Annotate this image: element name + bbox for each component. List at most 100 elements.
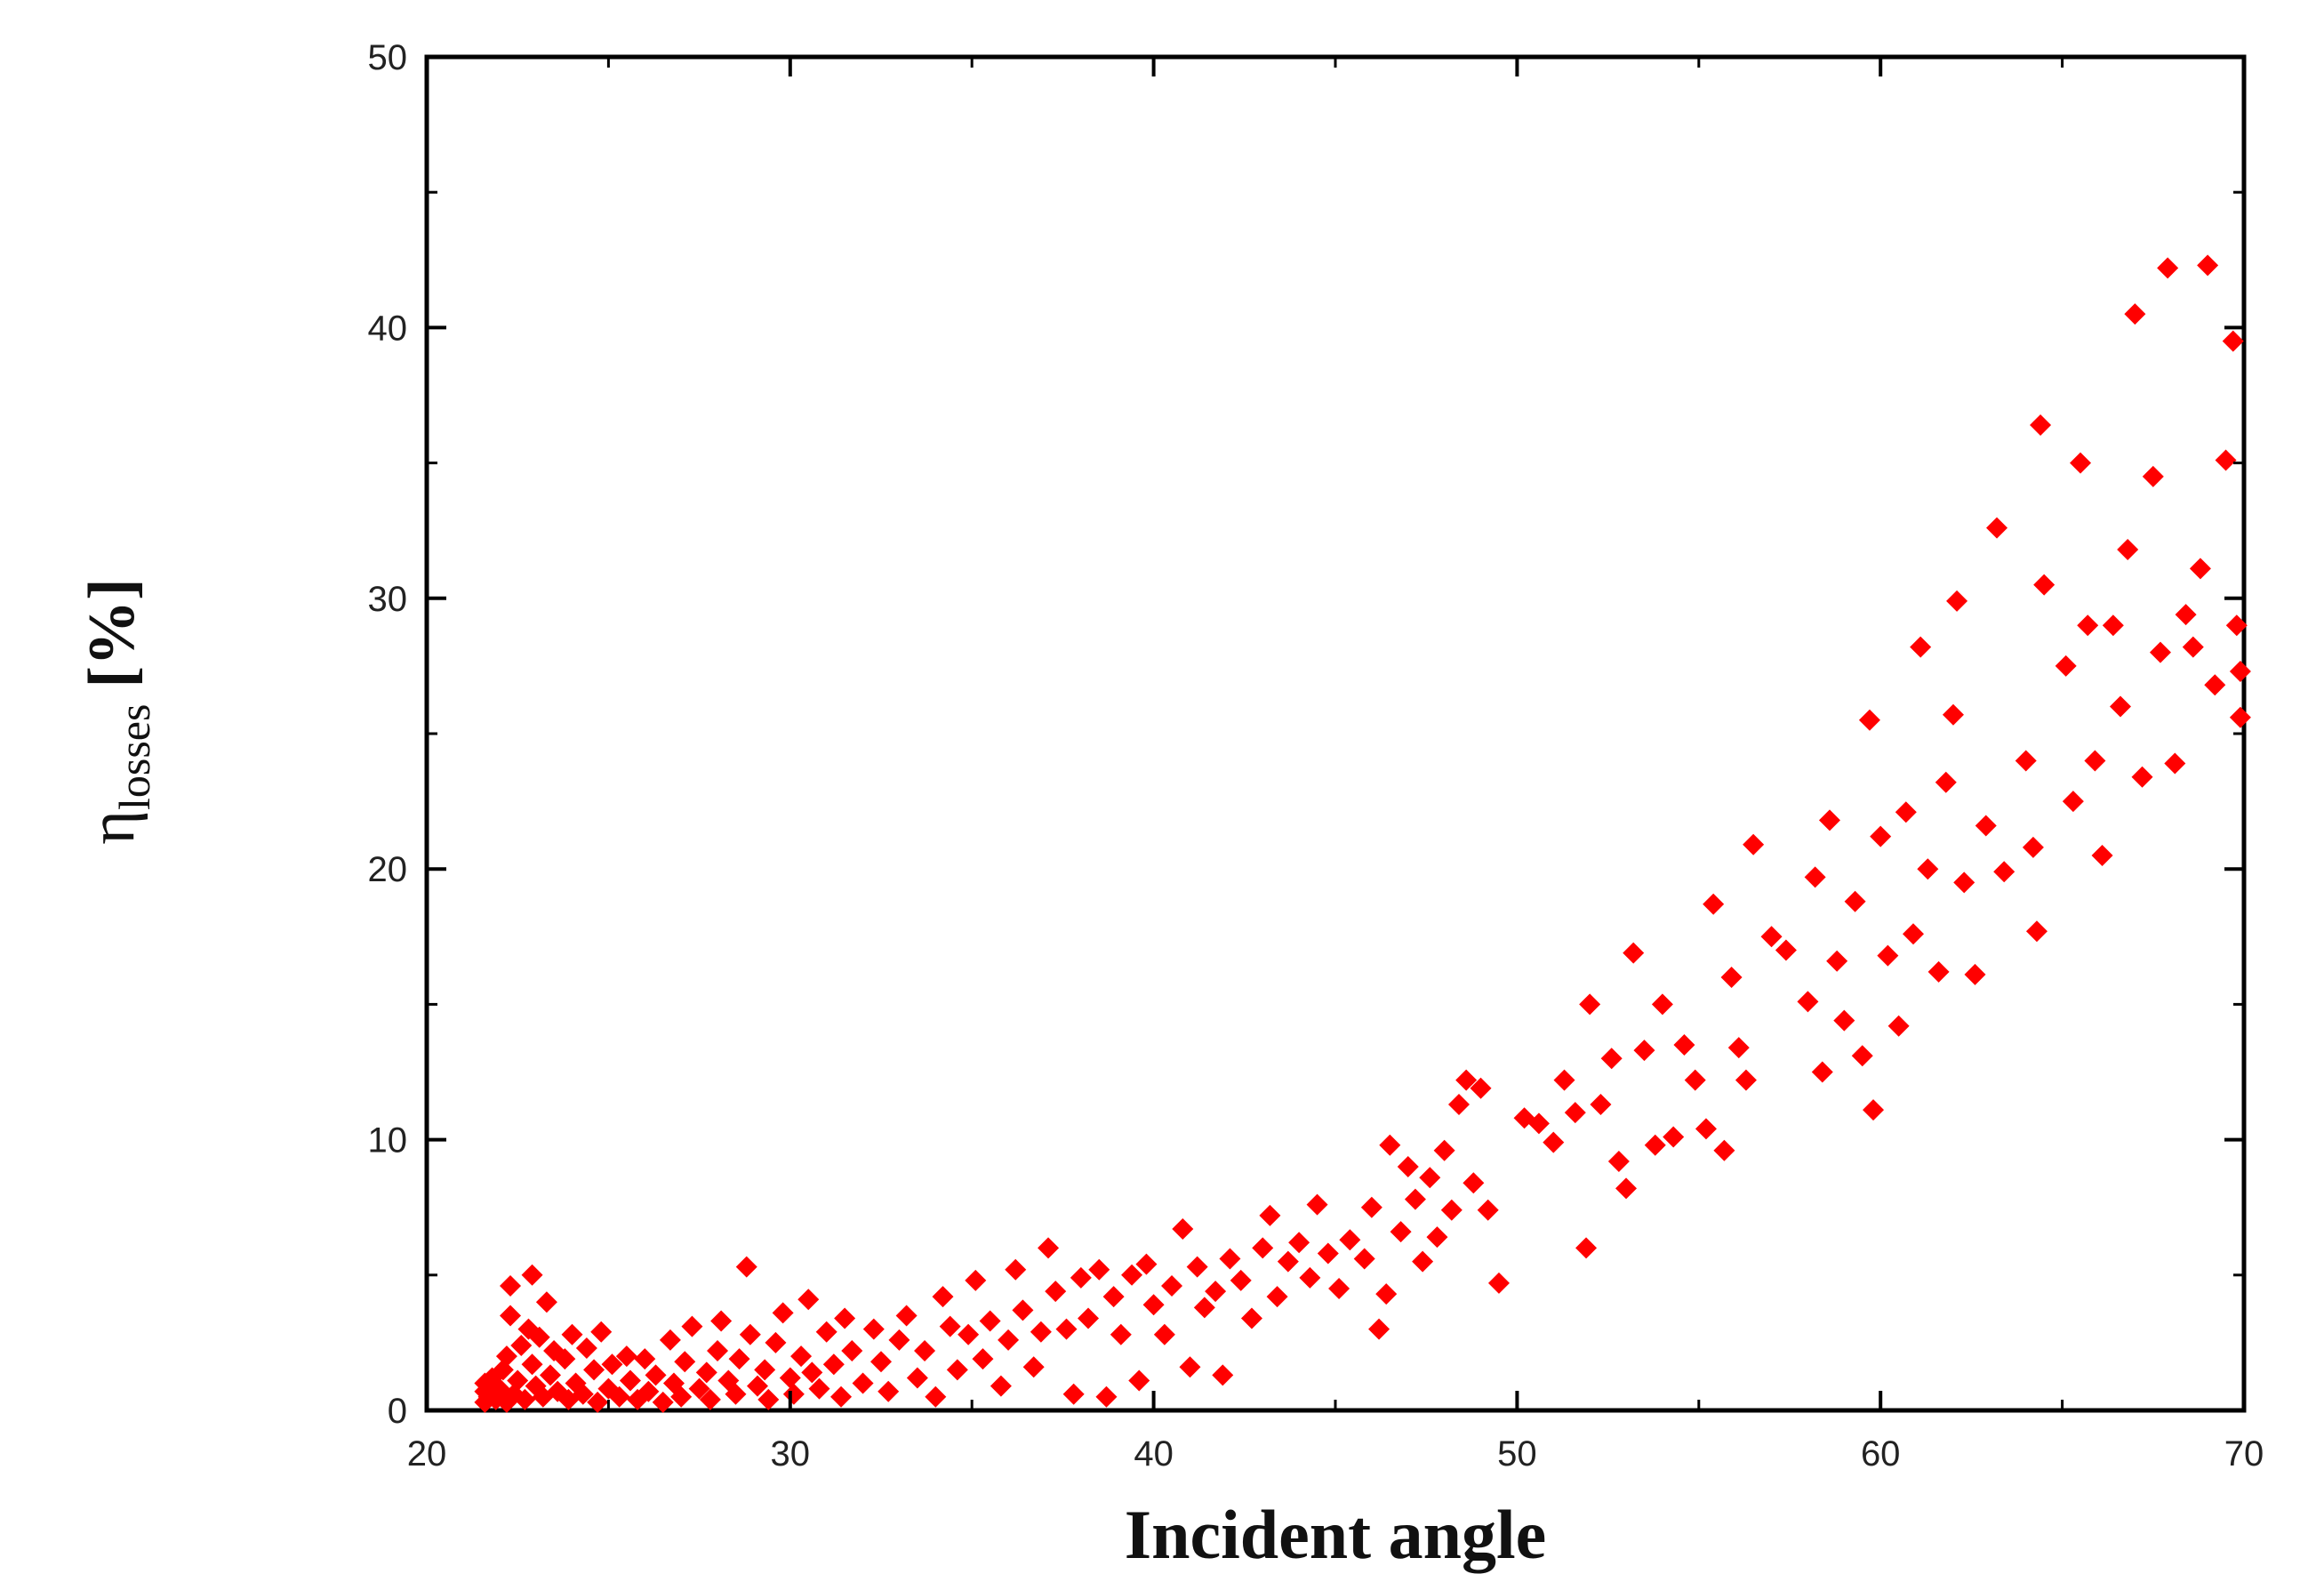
data-point [645,1364,667,1386]
data-point [1607,1150,1630,1172]
data-point [1353,1248,1375,1270]
data-point [1470,1077,1492,1099]
data-point [1644,1134,1666,1156]
data-point [790,1345,813,1368]
data-point [2070,452,2092,474]
data-point [1727,1037,1750,1059]
x-tick-label: 50 [1497,1434,1537,1474]
data-point [2149,641,2171,663]
data-point [747,1375,769,1397]
data-point [535,1291,557,1313]
data-point [707,1340,729,1362]
data-point [521,1353,543,1376]
y-axis-title-symbol: η [76,810,148,845]
data-point [888,1329,910,1351]
data-point [710,1310,733,1332]
y-axis-title: ηlosses [%] [76,578,159,844]
data-point [1440,1199,1463,1221]
data-point [1877,944,1899,967]
data-point [1735,1069,1757,1091]
data-point [1447,1094,1470,1116]
data-point [1927,960,1950,983]
data-point [1212,1364,1234,1386]
data-point [554,1348,576,1370]
data-point [1804,866,1826,888]
data-point [1651,993,1673,1016]
data-point [521,1264,543,1286]
data-point [822,1353,845,1376]
data-point [695,1361,717,1384]
data-point [1975,815,1997,837]
data-point [1193,1297,1215,1319]
data-point [674,1351,696,1373]
data-point [1390,1221,1412,1243]
data-point [1288,1232,1310,1254]
data-point [801,1361,823,1384]
data-point [965,1269,987,1291]
data-point [2189,558,2211,580]
data-point [2204,674,2226,696]
data-point [830,1385,853,1408]
data-point [659,1329,681,1351]
data-point [815,1321,837,1343]
data-point [797,1289,820,1311]
data-point [1379,1134,1401,1156]
data-point [1012,1299,1034,1321]
data-point [1404,1188,1426,1210]
data-point [1527,1112,1550,1135]
data-point [1095,1385,1118,1408]
data-point [2062,791,2084,813]
data-point [862,1318,885,1340]
data-point [895,1305,918,1327]
y-tick-label: 50 [368,38,408,77]
data-point [1713,1139,1735,1161]
data-point [1887,1015,1910,1037]
data-point [1946,590,1968,612]
data-point [637,1380,660,1402]
data-point [1863,1099,1885,1121]
data-point [619,1369,641,1392]
data-point [500,1305,522,1327]
data-point [2117,539,2139,561]
svg-text:ηlosses[%]: ηlosses [%] [76,578,159,844]
data-point [1993,861,2015,883]
x-tick-label: 20 [407,1434,447,1474]
data-point [1161,1274,1183,1297]
data-point [1935,771,1957,793]
data-point [1433,1139,1455,1161]
data-point [528,1326,550,1348]
data-point [939,1315,961,1337]
data-point [2102,614,2124,637]
data-point [500,1274,522,1297]
data-point [1135,1253,1158,1275]
data-point [688,1377,710,1400]
y-tick-label: 40 [368,309,408,348]
data-points [474,254,2251,1413]
data-point [1259,1204,1281,1226]
data-point [1633,1040,1655,1062]
data-point [834,1307,856,1329]
data-point [779,1367,801,1389]
y-tick-label: 20 [368,850,408,889]
data-point [1230,1269,1252,1291]
x-tick-label: 60 [1861,1434,1901,1474]
data-point [2164,752,2186,775]
data-point [1811,1061,1833,1083]
data-point [808,1377,830,1400]
data-point [1172,1218,1194,1241]
data-point [1851,1045,1873,1067]
data-point [1375,1283,1398,1305]
data-point [1703,893,1725,915]
data-point [1306,1193,1328,1216]
data-point [1844,890,1866,912]
data-point [1775,939,1797,961]
data-point [1419,1167,1441,1189]
data-point [1412,1250,1434,1273]
data-point [1833,1009,1855,1032]
data-point [1917,858,1939,880]
data-point [1219,1248,1241,1270]
data-point [2229,660,2251,682]
data-point [1266,1286,1288,1308]
data-point [539,1364,561,1386]
data-point [728,1348,750,1370]
